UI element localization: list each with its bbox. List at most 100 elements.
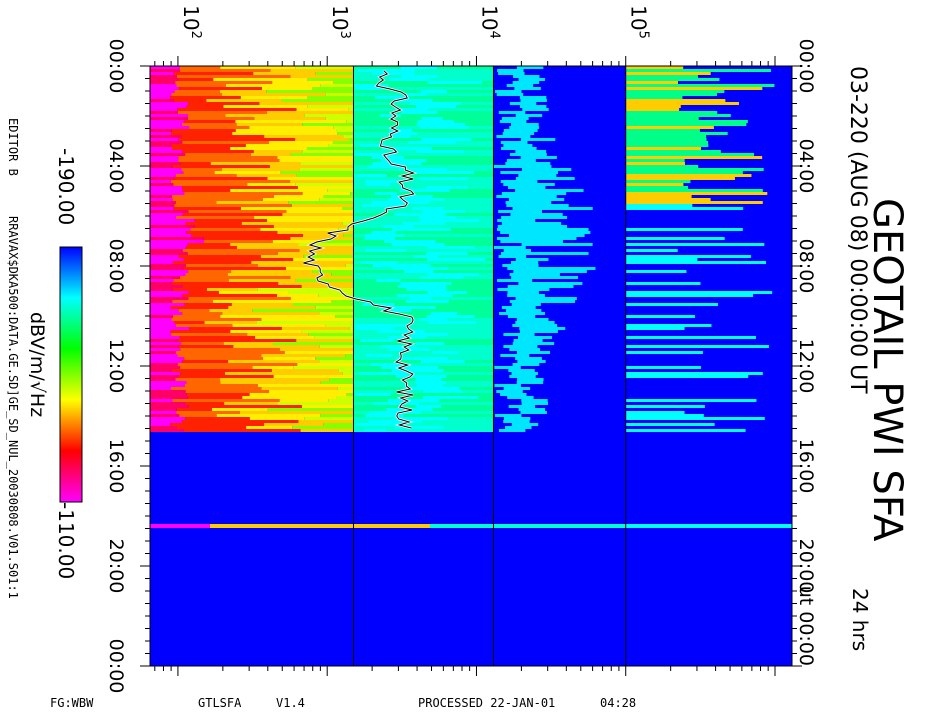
spectrum-row [150, 183, 684, 186]
spectrum-row [150, 264, 677, 267]
spectrum-row [150, 378, 722, 381]
editor-label: EDITOR B [6, 118, 20, 176]
spectrum-row [150, 228, 743, 231]
spectrum-row [150, 312, 696, 315]
spectrum-row [150, 252, 775, 255]
spectrum-row [150, 246, 753, 249]
spectrum-row [150, 69, 771, 72]
spectrum-row [150, 375, 749, 378]
y-tick-label-right: 16:00 [795, 439, 817, 494]
spectrum-row [150, 321, 710, 324]
footer-program: GTLSFA [198, 696, 242, 710]
spectrum-row [150, 288, 755, 291]
spectrum-row [150, 174, 752, 177]
spectrum-row [150, 327, 685, 330]
colorbar-min-label: -190.00 [54, 148, 78, 226]
spectrum-row [150, 390, 684, 393]
spectrum-row [150, 189, 763, 192]
spectrum-row [150, 345, 769, 348]
spectrum-row [150, 411, 685, 414]
spectrum-row [150, 414, 704, 417]
spectrum-row [150, 294, 754, 297]
spectrum-row [150, 426, 759, 429]
spectrum-row [150, 318, 679, 321]
spectrum-row [150, 156, 763, 159]
x-tick-label: 103 [328, 5, 352, 39]
chart-duration: 24 hrs [848, 588, 872, 652]
spectrum-row [150, 276, 703, 279]
spectrum-row [150, 291, 773, 294]
chart-title: GEOTAIL PWI SFA [864, 198, 910, 542]
y-tick-label-left: 08:00 [105, 239, 127, 294]
spectrum-row [150, 255, 751, 258]
spectrum-row [150, 165, 699, 168]
spectrum-row [150, 243, 765, 246]
spectrum-row [150, 261, 767, 264]
spectrum-row [150, 126, 714, 129]
spectrum-row [150, 186, 689, 189]
spectrum-row [150, 336, 756, 339]
spectrum-row [150, 195, 692, 198]
file-path-label: RRAVAX$DKA500:DATA.GE.SD]GE_SD_NUL_20030… [6, 216, 20, 599]
spectrum-row [150, 201, 763, 204]
spectrum-row [150, 87, 763, 90]
spectrum-row [150, 354, 768, 357]
spectrum-row [150, 315, 695, 318]
spectrum-row [150, 90, 725, 93]
spectrum-row [150, 342, 713, 345]
x-tick-label: 102 [179, 5, 203, 39]
spectrum-row [150, 300, 769, 303]
spectrum-row [150, 171, 743, 174]
x-axis-ticks: 102 103 104 105 [154, 5, 776, 676]
spectrum-row [150, 222, 753, 225]
spectrum-row [150, 309, 740, 312]
plot-area [150, 66, 792, 666]
spectrum-row [150, 180, 691, 183]
spectrum-row [150, 177, 735, 180]
spectrum-row [150, 150, 721, 153]
spectrum-row [150, 111, 718, 114]
spectrum-row [150, 129, 700, 132]
spectrum-row [150, 234, 740, 237]
spectrum-row [150, 240, 719, 243]
y-tick-label-left: 16:00 [105, 439, 127, 494]
spectrum-row [150, 279, 707, 282]
y-tick-label-left: 20:00 [105, 539, 127, 594]
spectrum-row [150, 273, 759, 276]
spectrum-row [150, 153, 755, 156]
spectrum-row [150, 372, 763, 375]
spectrum-row [150, 393, 719, 396]
streak-segment [150, 524, 210, 528]
streak-segment [625, 524, 792, 528]
spectrum-row [150, 330, 683, 333]
spectrum-row [150, 270, 687, 273]
x-tick-label: 104 [477, 5, 501, 39]
spectrum-row [150, 417, 765, 420]
spectrum-row [150, 135, 707, 138]
chart-date-line: 03-220 (AUG 08) 00:00:00 UT [845, 66, 870, 394]
spectrum-row [150, 144, 709, 147]
y-tick-label-right: 04:00 [795, 139, 817, 194]
spectrum-row [150, 423, 715, 426]
spectrum-row [150, 81, 679, 84]
spectrum-row [150, 420, 689, 423]
spectrum-row [150, 138, 707, 141]
spectrum-row [150, 402, 729, 405]
y-tick-label-left: 04:00 [105, 139, 127, 194]
spectrum-row [150, 162, 685, 165]
y-tick-label-right: 00:00 [795, 39, 817, 94]
spectrum-row [150, 363, 721, 366]
spectrum-row [150, 324, 712, 327]
spectrum-row [150, 102, 739, 105]
spectrum-row [150, 384, 737, 387]
x-tick-label: 105 [627, 5, 651, 39]
streak-segment [430, 524, 690, 528]
spectrum-row [150, 267, 761, 270]
spectrum-row [150, 132, 728, 135]
spectrum-row [150, 285, 684, 288]
spectrum-row [150, 303, 718, 306]
colorbar-gradient [59, 246, 83, 503]
spectrum-row [150, 198, 711, 201]
spectrum-row [150, 204, 693, 207]
